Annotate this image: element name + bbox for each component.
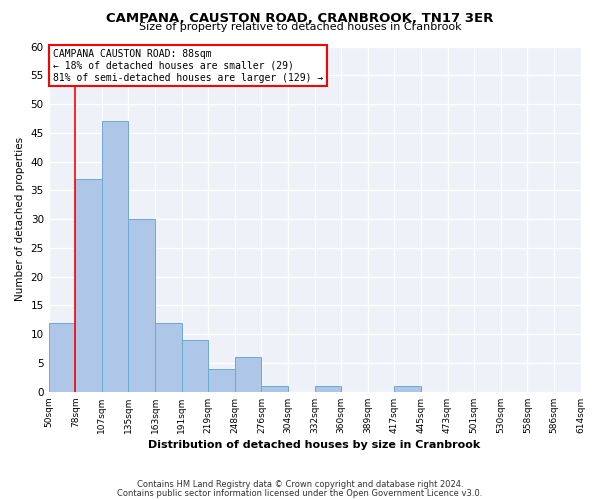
- Bar: [182, 340, 208, 392]
- Bar: [75, 179, 102, 392]
- Bar: [235, 358, 262, 392]
- Bar: [314, 386, 341, 392]
- X-axis label: Distribution of detached houses by size in Cranbrook: Distribution of detached houses by size …: [148, 440, 481, 450]
- Text: Contains public sector information licensed under the Open Government Licence v3: Contains public sector information licen…: [118, 488, 482, 498]
- Bar: [394, 386, 421, 392]
- Y-axis label: Number of detached properties: Number of detached properties: [15, 137, 25, 301]
- Text: Contains HM Land Registry data © Crown copyright and database right 2024.: Contains HM Land Registry data © Crown c…: [137, 480, 463, 489]
- Text: CAMPANA, CAUSTON ROAD, CRANBROOK, TN17 3ER: CAMPANA, CAUSTON ROAD, CRANBROOK, TN17 3…: [106, 12, 494, 26]
- Bar: [262, 386, 288, 392]
- Bar: [128, 219, 155, 392]
- Bar: [49, 323, 75, 392]
- Bar: [102, 122, 128, 392]
- Text: CAMPANA CAUSTON ROAD: 88sqm
← 18% of detached houses are smaller (29)
81% of sem: CAMPANA CAUSTON ROAD: 88sqm ← 18% of det…: [53, 50, 323, 82]
- Bar: [155, 323, 182, 392]
- Bar: [208, 369, 235, 392]
- Text: Size of property relative to detached houses in Cranbrook: Size of property relative to detached ho…: [139, 22, 461, 32]
